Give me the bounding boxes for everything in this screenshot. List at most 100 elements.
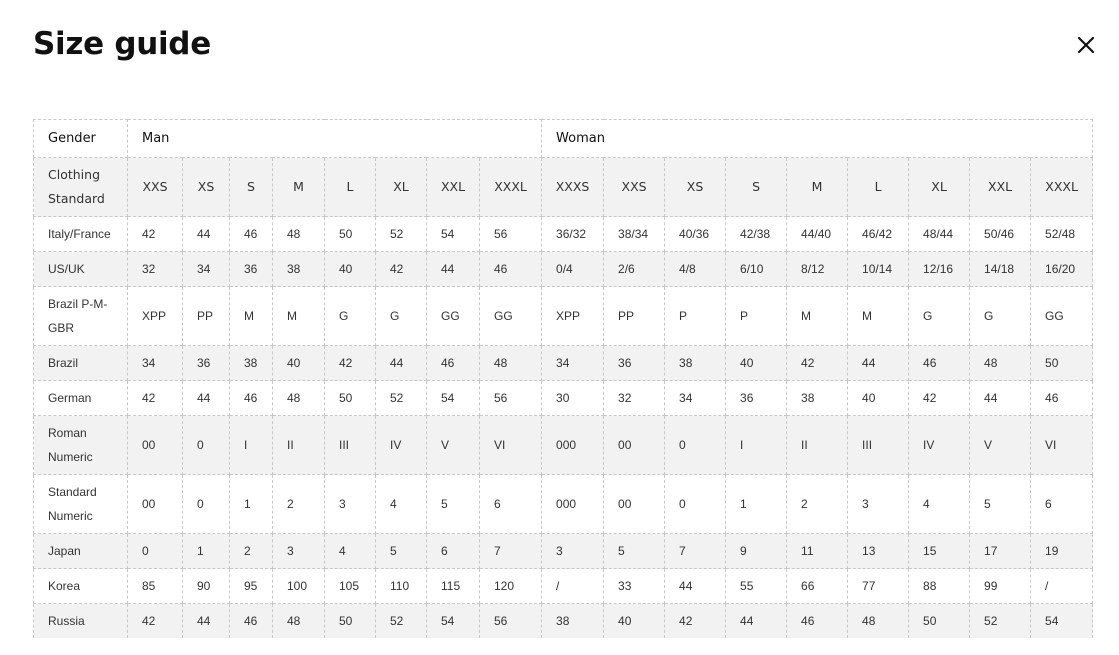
table-row: Russia 42 44 46 48 50 52 54 56 38 40 42 44 46 48 50 52 54 — [33, 603, 1094, 638]
clothing-standard-row: Clothing Standard XXS XS S M L XL XXL XXXL XXXS XX… — [33, 157, 1094, 217]
gender-row: Gender Man Woman — [33, 119, 1094, 158]
table-cell: 85 — [127, 568, 183, 604]
table-cell: XPP — [541, 286, 605, 346]
table-cell: 15 — [908, 533, 971, 569]
table-cell: 2 — [272, 474, 325, 534]
table-cell: 7 — [478, 533, 543, 569]
table-cell: 40 — [272, 345, 325, 381]
table-cell: I — [725, 415, 788, 475]
table-cell: 42 — [908, 380, 971, 416]
table-cell: P — [664, 286, 727, 346]
row-label: Japan — [33, 533, 128, 569]
table-row: Brazil 34 36 38 40 42 44 46 48 34 36 38 40 42 44 46 48 50 — [33, 345, 1094, 381]
table-cell: G — [908, 286, 971, 346]
table-cell: 2 — [229, 533, 273, 569]
row-label: Standard Numeric — [33, 474, 128, 534]
table-cell: 34 — [182, 251, 230, 287]
row-label: Russia — [33, 603, 128, 638]
table-cell: 5 — [969, 474, 1032, 534]
table-cell: 44 — [182, 216, 230, 252]
table-cell: M — [229, 286, 273, 346]
table-cell: 10/14 — [847, 251, 910, 287]
table-cell: GG — [478, 286, 543, 346]
table-cell: 3 — [272, 533, 325, 569]
table-cell: G — [375, 286, 427, 346]
row-label: German — [33, 380, 128, 416]
table-cell: 40/36 — [664, 216, 727, 252]
size-header-woman: XXL — [969, 157, 1032, 217]
table-cell: 44 — [664, 568, 727, 604]
table-cell: 6 — [426, 533, 480, 569]
size-header-man: XXL — [426, 157, 480, 217]
table-cell: IV — [375, 415, 427, 475]
table-cell: GG — [1030, 286, 1094, 346]
table-cell: 46 — [786, 603, 849, 638]
size-header-man: XS — [182, 157, 230, 217]
table-cell: 4 — [375, 474, 427, 534]
table-cell: 52/48 — [1030, 216, 1094, 252]
table-cell: 95 — [229, 568, 273, 604]
table-cell: M — [786, 286, 849, 346]
table-cell: 52 — [375, 603, 427, 638]
row-label: Korea — [33, 568, 128, 604]
table-cell: 46 — [1030, 380, 1094, 416]
size-header-woman: S — [725, 157, 788, 217]
table-cell: IV — [908, 415, 971, 475]
table-cell: 77 — [847, 568, 910, 604]
table-cell: 66 — [786, 568, 849, 604]
row-label: Italy/France — [33, 216, 128, 252]
table-cell: 44 — [182, 380, 230, 416]
size-guide-table: Gender Man Woman Clothing Standard XXS XS S… — [33, 119, 1094, 638]
table-cell: 5 — [603, 533, 666, 569]
table-cell: 36 — [182, 345, 230, 381]
table-cell: 36 — [229, 251, 273, 287]
table-cell: 38/34 — [603, 216, 666, 252]
table-cell: PP — [182, 286, 230, 346]
table-row: Roman Numeric 00 0 I II III IV V VI 000 00 0 I II III I… — [33, 415, 1094, 475]
table-cell: 00 — [127, 474, 183, 534]
table-cell: 33 — [603, 568, 666, 604]
table-cell: 42 — [664, 603, 727, 638]
table-cell: / — [541, 568, 605, 604]
table-cell: G — [969, 286, 1032, 346]
table-cell: II — [786, 415, 849, 475]
table-cell: / — [1030, 568, 1094, 604]
table-cell: 00 — [127, 415, 183, 475]
table-cell: 42 — [127, 380, 183, 416]
table-cell: 55 — [725, 568, 788, 604]
table-cell: 44 — [969, 380, 1032, 416]
table-cell: V — [969, 415, 1032, 475]
table-cell: 46 — [229, 603, 273, 638]
table-cell: 54 — [426, 380, 480, 416]
table-cell: 46 — [908, 345, 971, 381]
table-cell: 9 — [725, 533, 788, 569]
table-cell: 105 — [324, 568, 376, 604]
size-header-woman: XXS — [603, 157, 666, 217]
table-cell: 56 — [478, 216, 543, 252]
table-cell: 32 — [603, 380, 666, 416]
table-cell: 48 — [272, 380, 325, 416]
table-row: German 42 44 46 48 50 52 54 56 30 32 34 36 38 40 42 44 46 — [33, 380, 1094, 416]
table-cell: 3 — [541, 533, 605, 569]
table-cell: 13 — [847, 533, 910, 569]
table-cell: 30 — [541, 380, 605, 416]
table-cell: 56 — [478, 603, 543, 638]
close-icon[interactable] — [1074, 33, 1098, 57]
table-cell: 50 — [324, 216, 376, 252]
table-cell: 34 — [127, 345, 183, 381]
table-cell: 54 — [426, 216, 480, 252]
table-cell: 42 — [127, 216, 183, 252]
size-header-woman: XS — [664, 157, 727, 217]
table-cell: 36/32 — [541, 216, 605, 252]
table-cell: 000 — [541, 415, 605, 475]
table-cell: 46 — [478, 251, 543, 287]
table-cell: 42 — [375, 251, 427, 287]
table-cell: PP — [603, 286, 666, 346]
table-cell: 115 — [426, 568, 480, 604]
table-cell: 38 — [272, 251, 325, 287]
table-cell: 19 — [1030, 533, 1094, 569]
table-cell: 000 — [541, 474, 605, 534]
row-label: Roman Numeric — [33, 415, 128, 475]
table-cell: III — [324, 415, 376, 475]
size-header-woman: XXXL — [1030, 157, 1094, 217]
